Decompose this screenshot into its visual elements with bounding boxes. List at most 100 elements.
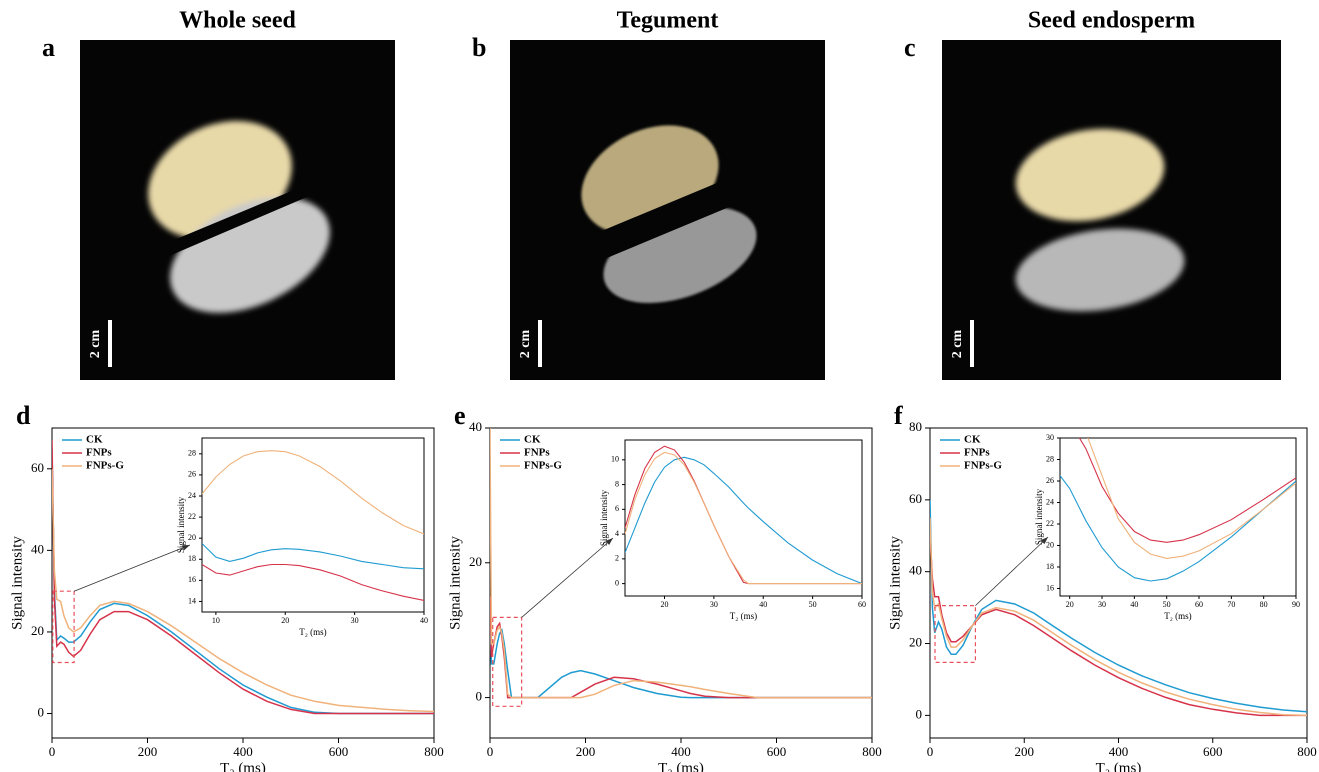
legend-label: FNPs-G — [964, 460, 1002, 472]
y-tick-label: 30 — [1046, 433, 1054, 442]
y-tick-label: 20 — [188, 533, 196, 542]
x-tick-label: 0 — [927, 744, 934, 759]
zoom-arrow-head — [1040, 537, 1048, 545]
x-tick-label: 0 — [487, 744, 494, 759]
legend-label: FNPs — [964, 447, 990, 459]
y-tick-label: 28 — [1046, 454, 1054, 463]
y-tick-label: 18 — [188, 554, 196, 563]
x-tick-label: 70 — [1227, 600, 1235, 609]
inset-frame — [1059, 437, 1297, 597]
y-tick-label: 40 — [31, 541, 44, 556]
y-tick-label: 80 — [909, 419, 922, 434]
zoom-box — [52, 590, 75, 664]
y-tick-label: 16 — [188, 575, 196, 584]
x-tick-label: 800 — [1297, 744, 1317, 759]
scale-label: 2 cm — [518, 329, 533, 358]
legend-label: CK — [86, 434, 103, 446]
series-line — [202, 450, 424, 535]
y-tick-label: 0 — [476, 689, 483, 704]
y-axis-title: Signal intensity — [599, 489, 609, 546]
y-axis-title: Signal intensity — [9, 536, 25, 630]
y-tick-label: 24 — [1046, 497, 1054, 506]
panel-letter: c — [904, 33, 916, 62]
y-axis-title: Signal intensity — [447, 536, 463, 630]
panel-title: Whole seed — [179, 8, 296, 34]
y-axis-title: Signal intensity — [1034, 488, 1044, 545]
series-line — [1078, 438, 1296, 543]
x-tick-label: 0 — [49, 744, 56, 759]
y-tick-label: 6 — [615, 504, 619, 513]
y-tick-label: 0 — [615, 578, 619, 587]
x-tick-label: 600 — [767, 744, 787, 759]
x-axis-title: T₂ (ms) — [658, 760, 704, 772]
legend-label: FNPs-G — [86, 460, 124, 472]
legend-label: FNPs — [524, 447, 550, 459]
legend-label: FNPs — [86, 447, 112, 459]
zoom-box — [492, 616, 523, 707]
x-axis-title: T₂ (ms) — [1096, 760, 1142, 772]
series-line — [490, 428, 872, 699]
image-b — [510, 40, 825, 380]
x-tick-label: 40 — [759, 600, 767, 609]
legend-label: CK — [524, 434, 541, 446]
y-tick-label: 16 — [1046, 583, 1054, 592]
x-tick-label: 80 — [1260, 600, 1268, 609]
y-axis-title: Signal intensity — [176, 496, 186, 553]
series-line — [930, 535, 1307, 717]
panel-letter: a — [42, 33, 55, 62]
y-tick-label: 60 — [31, 460, 44, 475]
y-tick-label: 28 — [188, 449, 196, 458]
x-tick-label: 90 — [1292, 600, 1300, 609]
panel-letter: f — [894, 401, 903, 430]
x-tick-label: 50 — [809, 600, 817, 609]
x-tick-label: 400 — [233, 744, 253, 759]
x-tick-label: 400 — [671, 744, 691, 759]
y-tick-label: 20 — [31, 623, 44, 638]
x-axis-title: T₂ (ms) — [299, 627, 326, 637]
x-tick-label: 60 — [1195, 600, 1203, 609]
zoom-arrow-head — [605, 538, 613, 546]
series-line — [1060, 475, 1296, 582]
panel-title: Tegument — [617, 8, 719, 34]
inset-frame — [201, 437, 425, 613]
series-line — [930, 499, 1307, 713]
zoom-arrow-head — [182, 545, 190, 551]
x-tick-label: 30 — [710, 600, 718, 609]
series-line — [625, 451, 862, 585]
y-tick-label: 14 — [188, 596, 196, 605]
x-tick-label: 400 — [1109, 744, 1129, 759]
x-tick-label: 600 — [329, 744, 349, 759]
x-tick-label: 800 — [424, 744, 444, 759]
y-tick-label: 26 — [1046, 476, 1054, 485]
x-tick-label: 20 — [281, 616, 289, 625]
y-tick-label: 22 — [1046, 519, 1054, 528]
series-line — [202, 563, 424, 601]
scale-label: 2 cm — [950, 329, 965, 358]
x-axis-title: T₂ (ms) — [730, 611, 757, 621]
panel-letter: d — [16, 401, 31, 430]
y-tick-label: 10 — [611, 455, 619, 464]
x-tick-label: 50 — [1163, 600, 1171, 609]
legend-label: FNPs-G — [524, 460, 562, 472]
legend-label: CK — [964, 434, 981, 446]
y-tick-label: 0 — [916, 706, 923, 721]
y-tick-label: 20 — [469, 554, 482, 569]
panel-letter: e — [454, 401, 466, 430]
scale-label: 2 cm — [88, 329, 103, 358]
y-tick-label: 2 — [615, 554, 619, 563]
panel-title: Seed endosperm — [1028, 8, 1195, 34]
y-tick-label: 24 — [188, 491, 196, 500]
y-tick-label: 20 — [1046, 540, 1054, 549]
y-tick-label: 22 — [188, 512, 196, 521]
series-line — [1087, 438, 1296, 559]
zoom-arrow — [73, 544, 191, 592]
x-tick-label: 200 — [1015, 744, 1035, 759]
y-axis-title: Signal intensity — [887, 536, 903, 630]
series-line — [202, 543, 424, 570]
zoom-arrow — [975, 536, 1049, 606]
x-axis-title: T₂ (ms) — [1164, 611, 1191, 621]
y-tick-label: 18 — [1046, 562, 1054, 571]
image-a — [80, 40, 395, 380]
y-tick-label: 60 — [909, 491, 922, 506]
